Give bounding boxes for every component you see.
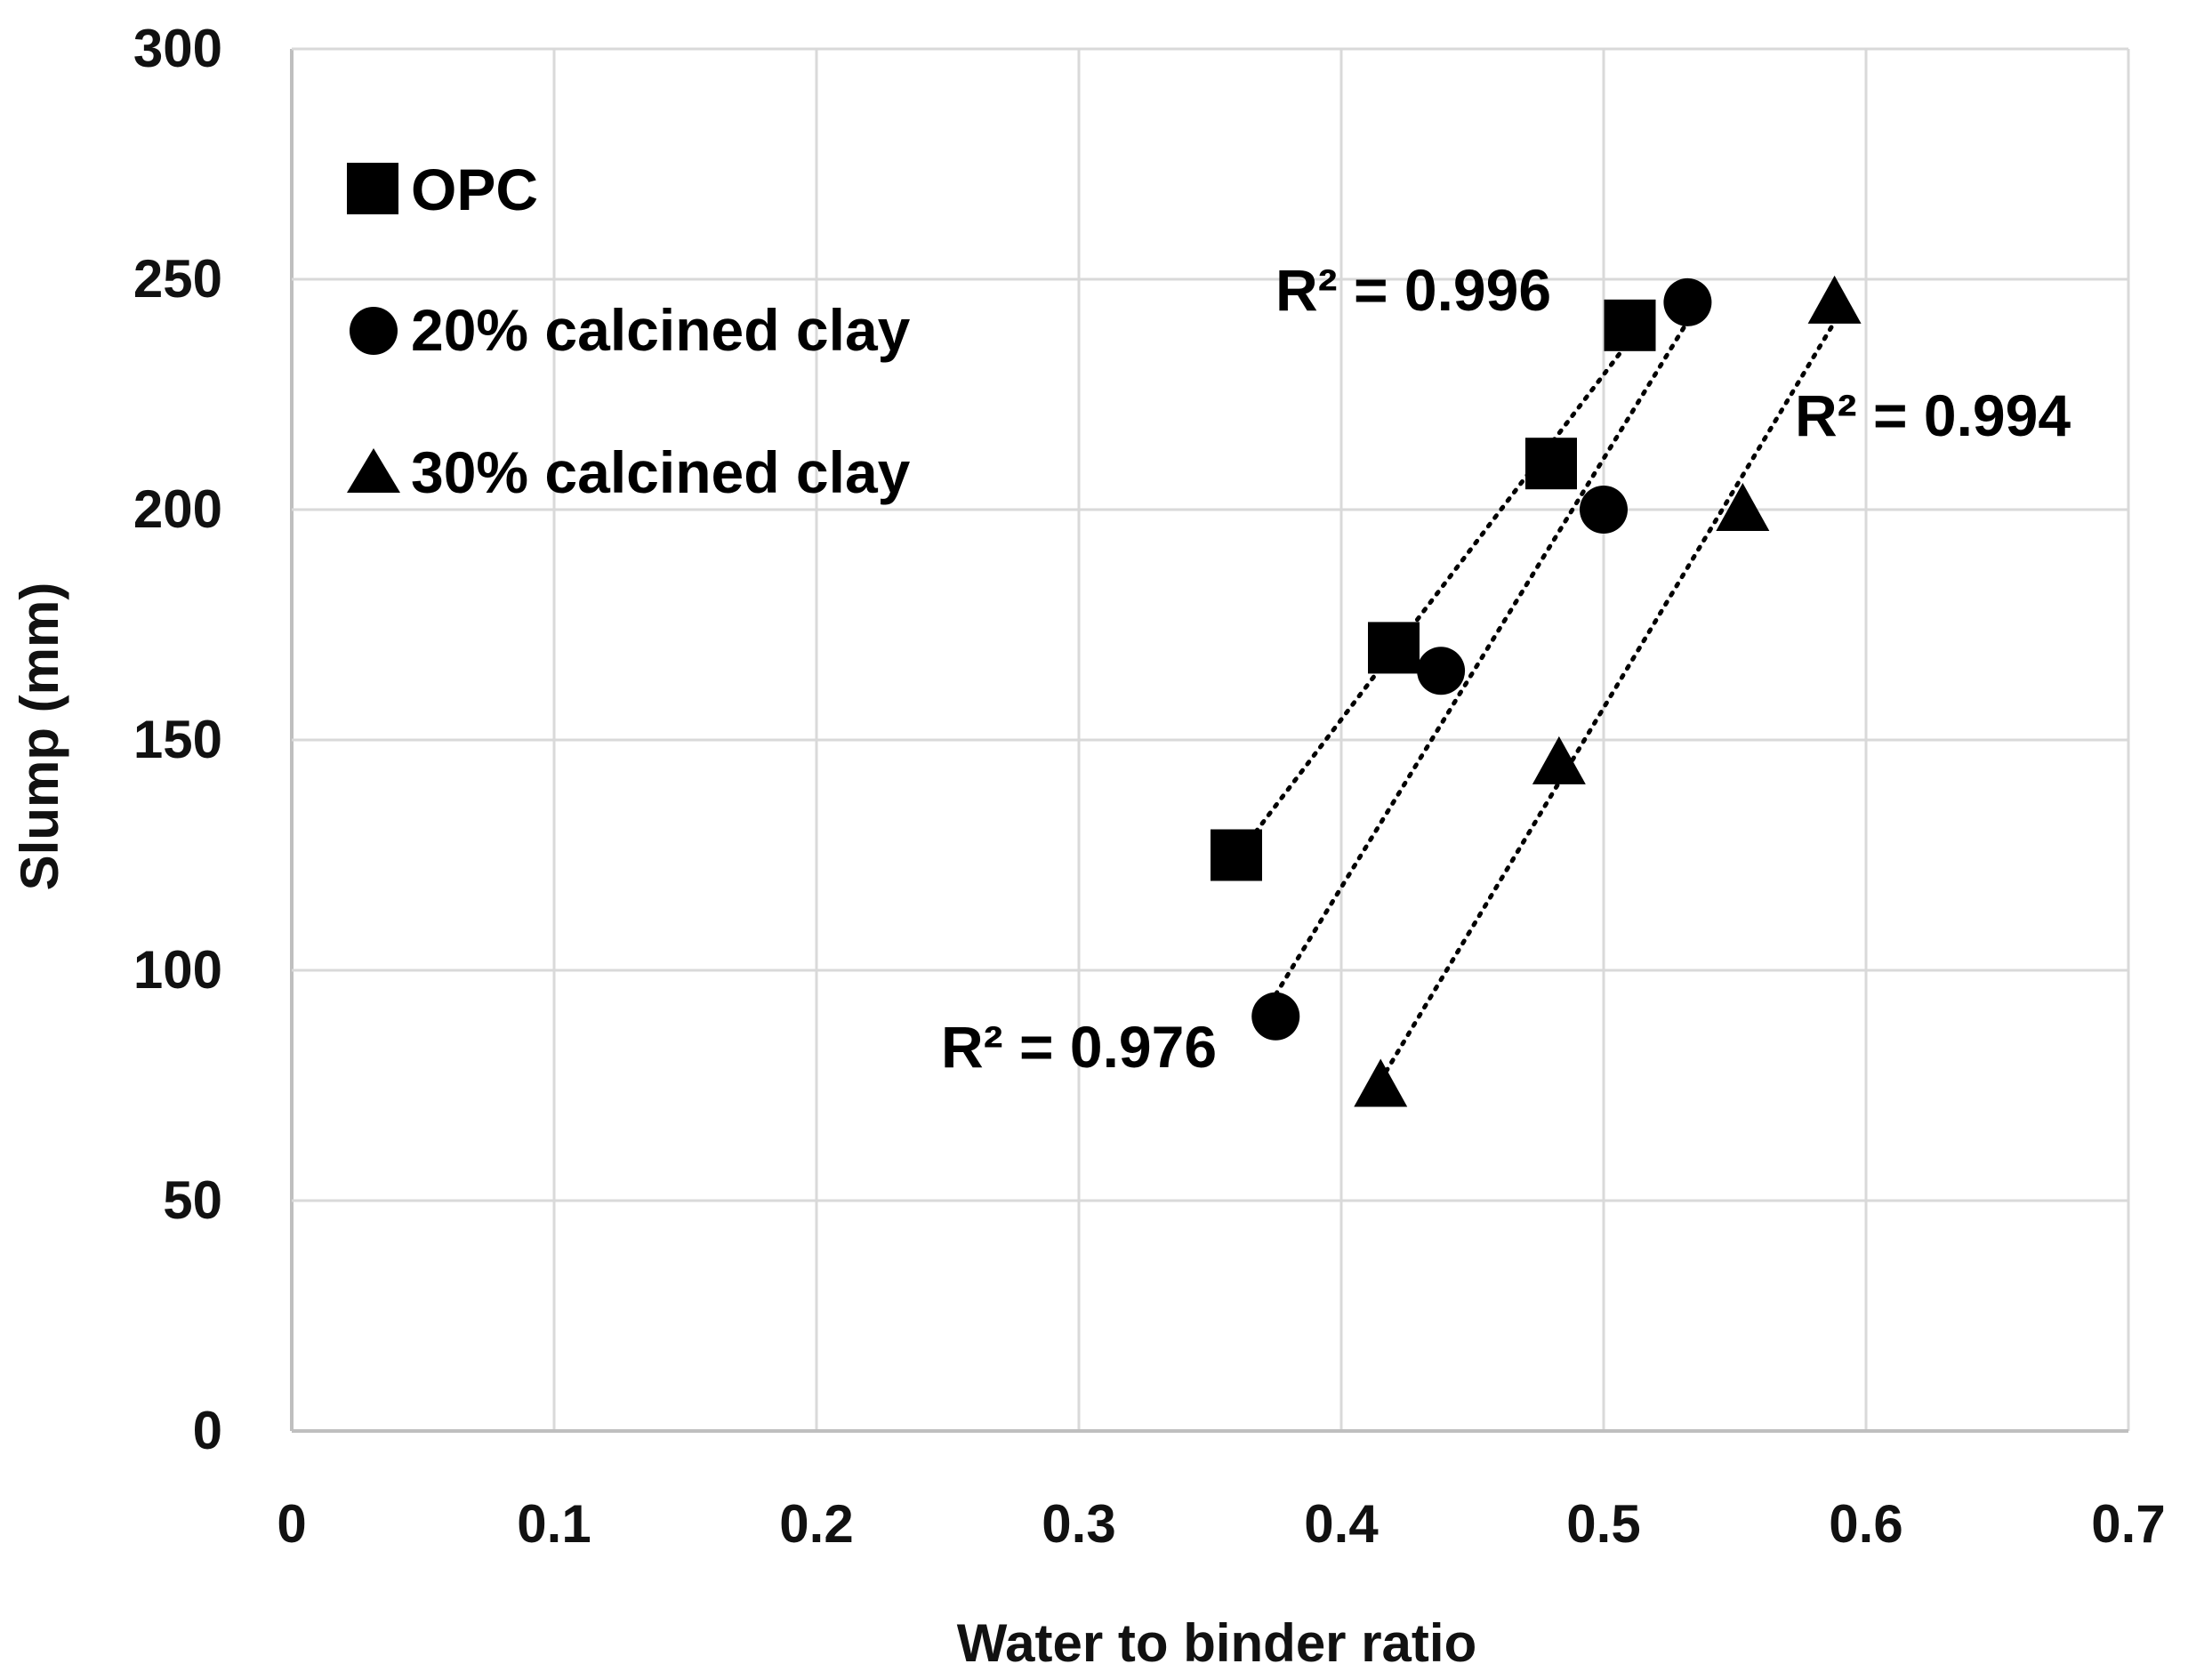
data-point-opc	[1525, 438, 1577, 490]
gridlines	[290, 47, 2130, 1433]
data-point-20pct-calcined-clay	[1580, 486, 1628, 534]
data-point-opc	[1604, 299, 1656, 351]
x-tick-label: 0.1	[517, 1494, 591, 1554]
data-points	[1211, 275, 1862, 1107]
legend-label-20pct-calcined-clay: 20% calcined clay	[411, 297, 911, 363]
y-tick-label: 50	[163, 1170, 222, 1230]
legend-opc-square-icon	[347, 163, 398, 214]
data-point-20pct-calcined-clay	[1663, 277, 1712, 326]
r2-label-20pct-calcined-clay: R² = 0.976	[941, 1014, 1217, 1080]
data-point-20pct-calcined-clay	[1251, 992, 1300, 1041]
y-axis-title: Slump (mm)	[10, 583, 69, 891]
trendline-20pct-calcined-clay	[1273, 318, 1690, 997]
data-point-30pct-calcined-clay	[1716, 483, 1770, 531]
data-point-30pct-calcined-clay	[1532, 736, 1586, 784]
y-tick-label: 150	[133, 710, 222, 769]
y-tick-label: 100	[133, 940, 222, 1000]
data-point-30pct-calcined-clay	[1354, 1058, 1408, 1107]
trendline-opc	[1234, 337, 1632, 860]
x-tick-label: 0.3	[1042, 1494, 1115, 1554]
x-tick-label: 0.7	[2091, 1494, 2165, 1554]
x-tick-label: 0	[277, 1494, 306, 1554]
x-tick-label: 0.6	[1829, 1494, 1902, 1554]
trendlines	[1234, 318, 1838, 1083]
r2-label-opc: R² = 0.996	[1275, 257, 1551, 323]
y-tick-label: 200	[133, 479, 222, 539]
x-axis-title: Water to binder ratio	[957, 1613, 1476, 1673]
legend-label-opc: OPC	[411, 157, 538, 222]
r2-label-30pct-calcined-clay: R² = 0.994	[1795, 382, 2071, 448]
data-point-opc	[1368, 622, 1420, 674]
data-point-opc	[1211, 829, 1262, 881]
legend: OPC 20% calcined clay 30% calcined clay	[347, 157, 911, 505]
y-tick-label: 0	[193, 1401, 222, 1460]
data-point-20pct-calcined-clay	[1417, 647, 1466, 695]
y-tick-label: 250	[133, 249, 222, 309]
tick-labels: 0 0.1 0.2 0.3 0.4 0.5 0.6 0.7 0 50 100 150 200 250 300	[133, 19, 2166, 1554]
legend-30pct-triangle-icon	[347, 448, 400, 493]
legend-20pct-circle-icon	[350, 307, 398, 355]
data-point-30pct-calcined-clay	[1807, 275, 1862, 324]
trendline-30pct-calcined-clay	[1378, 319, 1838, 1083]
x-tick-label: 0.2	[779, 1494, 853, 1554]
legend-label-30pct-calcined-clay: 30% calcined clay	[411, 439, 911, 505]
x-tick-label: 0.5	[1566, 1494, 1640, 1554]
x-tick-label: 0.4	[1304, 1494, 1379, 1554]
y-tick-label: 300	[133, 19, 222, 78]
